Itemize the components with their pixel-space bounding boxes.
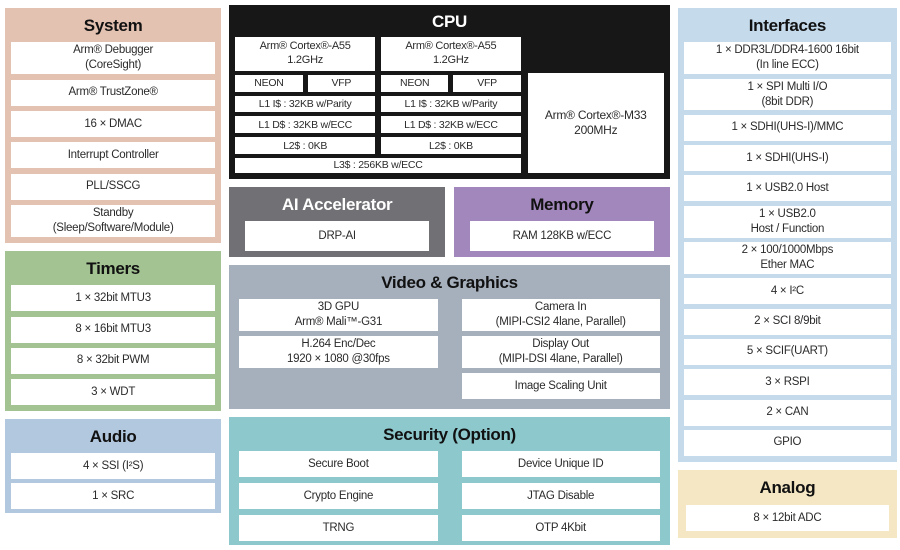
list-item: 8 × 12bit ADC	[685, 505, 889, 532]
list-item: 1 × SRC	[11, 483, 216, 510]
cortex-a55-columns: Arm® Cortex®-A55 1.2GHz NEON VFP L1 I$ :…	[235, 37, 521, 154]
system-block: System Arm® Debugger (CoreSight) Arm® Tru…	[5, 8, 222, 243]
system-items: Arm® Debugger (CoreSight) Arm® TrustZone®…	[11, 42, 216, 237]
cpu-body: Arm® Cortex®-A55 1.2GHz NEON VFP L1 I$ :…	[235, 37, 664, 173]
ai-memory-row: AI Accelerator DRP-AI Memory RAM 128KB w…	[229, 187, 670, 257]
list-item: 3 × RSPI	[683, 369, 891, 396]
cpu-title: CPU	[432, 12, 467, 31]
security-columns: Secure Boot Crypto Engine TRNG Device Uniq…	[235, 451, 663, 542]
memory-block: Memory RAM 128KB w/ECC	[454, 187, 670, 257]
list-item: PLL/SSCG	[11, 173, 216, 200]
l1-dcache-box: L1 D$ : 32KB w/ECC	[235, 116, 376, 134]
l2-cache-box: L2$ : 0KB	[381, 137, 521, 154]
list-item: 1 × SPI Multi I/O (8bit DDR)	[683, 78, 891, 111]
video-graphics-title: Video & Graphics	[381, 273, 518, 292]
timers-block: Timers 1 × 32bit MTU3 8 × 16bit MTU3 8 × 3…	[5, 251, 222, 411]
list-item: Arm® Debugger (CoreSight)	[11, 42, 216, 75]
system-title: System	[83, 16, 143, 35]
list-item: GPIO	[683, 429, 891, 456]
timers-title: Timers	[86, 259, 140, 278]
l2-cache-box: L2$ : 0KB	[235, 137, 376, 154]
list-item: RAM 128KB w/ECC	[470, 221, 654, 251]
list-item: 5 × SCIF(UART)	[683, 338, 891, 365]
list-item: 1 × USB2.0 Host	[683, 175, 891, 202]
video-graphics-block: Video & Graphics 3D GPU Arm® Mali™-G31 H.…	[229, 265, 670, 409]
list-item: 4 × SSI (I²S)	[11, 453, 216, 480]
video-graphics-left-items: 3D GPU Arm® Mali™-G31 H.264 Enc/Dec 1920 …	[239, 299, 438, 369]
list-item: Crypto Engine	[239, 483, 438, 510]
security-block: Security (Option) Secure Boot Crypto Engi…	[229, 417, 670, 545]
security-left-items: Secure Boot Crypto Engine TRNG	[239, 451, 438, 542]
l1-icache-box: L1 I$ : 32KB w/Parity	[235, 95, 376, 113]
audio-items: 4 × SSI (I²S) 1 × SRC	[11, 453, 216, 510]
interfaces-title: Interfaces	[748, 16, 827, 35]
neon-vfp-row: NEON VFP	[235, 74, 376, 92]
list-item: Secure Boot	[239, 451, 438, 478]
list-item: OTP 4Kbit	[461, 515, 660, 542]
list-item: Camera In (MIPI-CSI2 4lane, Parallel)	[461, 299, 660, 332]
cortex-m33-column: Arm® Cortex®-M33 200MHz	[527, 37, 664, 173]
list-item: H.264 Enc/Dec 1920 × 1080 @30fps	[239, 336, 438, 369]
cpu-block: CPU Arm® Cortex®-A55 1.2GHz NEON VFP L1 …	[229, 5, 670, 179]
neon-vfp-row: NEON VFP	[381, 74, 521, 92]
list-item: 3D GPU Arm® Mali™-G31	[239, 299, 438, 332]
list-item: Arm® TrustZone®	[11, 79, 216, 106]
interfaces-items: 1 × DDR3L/DDR4-1600 16bit (In line ECC) 1…	[683, 42, 891, 456]
vfp-box: VFP	[453, 74, 521, 92]
neon-box: NEON	[381, 74, 449, 92]
cortex-a55-name: Arm® Cortex®-A55 1.2GHz	[235, 37, 376, 71]
memory-title: Memory	[530, 195, 594, 214]
right-column: Interfaces 1 × DDR3L/DDR4-1600 16bit (In…	[677, 5, 897, 545]
list-item: 2 × SCI 8/9bit	[683, 308, 891, 335]
list-item: 8 × 32bit PWM	[11, 347, 216, 374]
list-item: Interrupt Controller	[11, 142, 216, 169]
list-item: 1 × SDHI(UHS-I)/MMC	[683, 114, 891, 141]
l1-dcache-box: L1 D$ : 32KB w/ECC	[381, 116, 521, 134]
cortex-a55-cluster: Arm® Cortex®-A55 1.2GHz NEON VFP L1 I$ :…	[235, 37, 521, 173]
analog-title: Analog	[759, 478, 816, 497]
cortex-m33-box: Arm® Cortex®-M33 200MHz	[527, 73, 664, 173]
list-item: Device Unique ID	[461, 451, 660, 478]
security-title: Security (Option)	[383, 425, 516, 444]
cortex-a55-column-1: Arm® Cortex®-A55 1.2GHz NEON VFP L1 I$ :…	[235, 37, 376, 154]
list-item: TRNG	[239, 515, 438, 542]
vfp-box: VFP	[307, 74, 376, 92]
list-item: 1 × DDR3L/DDR4-1600 16bit (In line ECC)	[683, 42, 891, 75]
list-item: 8 × 16bit MTU3	[11, 316, 216, 343]
list-item: Standby (Sleep/Software/Module)	[11, 205, 216, 237]
left-column: System Arm® Debugger (CoreSight) Arm® Tru…	[5, 5, 222, 545]
list-item: 1 × USB2.0 Host / Function	[683, 205, 891, 238]
list-item: 2 × 100/1000Mbps Ether MAC	[683, 241, 891, 274]
list-item: JTAG Disable	[461, 483, 660, 510]
list-item: 16 × DMAC	[11, 110, 216, 137]
analog-items: 8 × 12bit ADC	[684, 504, 891, 532]
list-item: 1 × SDHI(UHS-I)	[683, 145, 891, 172]
l1-icache-box: L1 I$ : 32KB w/Parity	[381, 95, 521, 113]
video-graphics-columns: 3D GPU Arm® Mali™-G31 H.264 Enc/Dec 1920 …	[235, 299, 663, 403]
timers-items: 1 × 32bit MTU3 8 × 16bit MTU3 8 × 32bit PW…	[11, 285, 216, 405]
neon-box: NEON	[235, 74, 303, 92]
ai-accelerator-title: AI Accelerator	[281, 195, 393, 214]
cortex-a55-column-2: Arm® Cortex®-A55 1.2GHz NEON VFP L1 I$ :…	[381, 37, 521, 154]
analog-block: Analog 8 × 12bit ADC	[677, 470, 897, 538]
list-item: Display Out (MIPI-DSI 4lane, Parallel)	[461, 336, 660, 369]
l3-cache-box: L3$ : 256KB w/ECC	[235, 158, 521, 173]
middle-column: CPU Arm® Cortex®-A55 1.2GHz NEON VFP L1 …	[229, 5, 670, 545]
list-item: 2 × CAN	[683, 399, 891, 426]
ai-accelerator-items: DRP-AI	[235, 221, 439, 251]
list-item: 3 × WDT	[11, 379, 216, 405]
audio-block: Audio 4 × SSI (I²S) 1 × SRC	[5, 419, 222, 513]
list-item: DRP-AI	[245, 221, 430, 251]
memory-items: RAM 128KB w/ECC	[460, 221, 664, 251]
ai-accelerator-block: AI Accelerator DRP-AI	[229, 187, 446, 257]
list-item: Image Scaling Unit	[461, 373, 660, 400]
list-item: 4 × I²C	[683, 278, 891, 305]
interfaces-block: Interfaces 1 × DDR3L/DDR4-1600 16bit (In…	[677, 8, 897, 462]
cortex-a55-name: Arm® Cortex®-A55 1.2GHz	[381, 37, 521, 71]
list-item: 1 × 32bit MTU3	[11, 285, 216, 312]
video-graphics-right-items: Camera In (MIPI-CSI2 4lane, Parallel) Dis…	[461, 299, 660, 400]
audio-title: Audio	[89, 427, 137, 446]
security-right-items: Device Unique ID JTAG Disable OTP 4Kbit	[461, 451, 660, 542]
